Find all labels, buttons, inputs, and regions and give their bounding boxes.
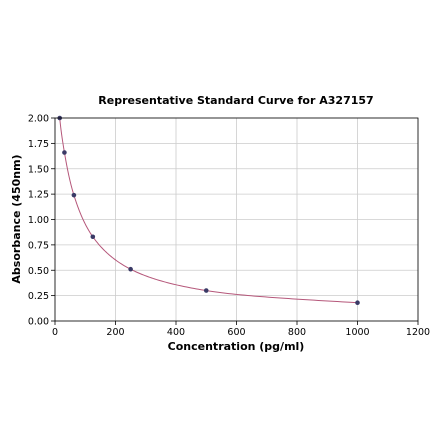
- x-tick-label: 600: [227, 327, 245, 338]
- data-point: [71, 192, 77, 198]
- x-axis: 0 200 400 600 800 1000 1200: [52, 321, 430, 338]
- x-tick-label: 0: [52, 327, 58, 338]
- fit-curve: [59, 117, 358, 304]
- x-tick-label: 800: [288, 327, 306, 338]
- y-tick-label: 0.50: [28, 266, 49, 277]
- data-point: [90, 234, 96, 240]
- curve-layer: [59, 117, 358, 304]
- points-layer: [57, 115, 360, 306]
- x-tick-label: 200: [106, 327, 124, 338]
- y-tick-label: 0.25: [28, 291, 49, 302]
- y-tick-label: 1.50: [28, 164, 49, 175]
- x-tick-label: 1000: [345, 327, 369, 338]
- y-axis-label: Absorbance (450nm): [10, 154, 23, 283]
- chart-title: Representative Standard Curve for A32715…: [98, 94, 373, 107]
- y-tick-label: 0.75: [28, 240, 49, 251]
- y-tick-label: 1.00: [28, 215, 49, 226]
- y-tick-label: 1.25: [28, 190, 49, 201]
- y-tick-label: 1.75: [28, 139, 49, 150]
- y-tick-label: 2.00: [28, 114, 49, 125]
- data-point: [203, 288, 209, 293]
- grid-layer: [54, 117, 419, 322]
- y-tick-label: 0.00: [28, 317, 49, 328]
- data-point: [128, 266, 133, 272]
- data-point: [355, 300, 360, 306]
- data-point: [62, 150, 67, 155]
- x-tick-label: 1200: [406, 327, 430, 338]
- x-axis-label: Concentration (pg/ml): [168, 340, 305, 353]
- y-axis: 0.00 0.25 0.50 0.75 1.00 1.25 1.50 1.75 2.00: [28, 114, 55, 328]
- x-tick-label: 400: [167, 327, 185, 338]
